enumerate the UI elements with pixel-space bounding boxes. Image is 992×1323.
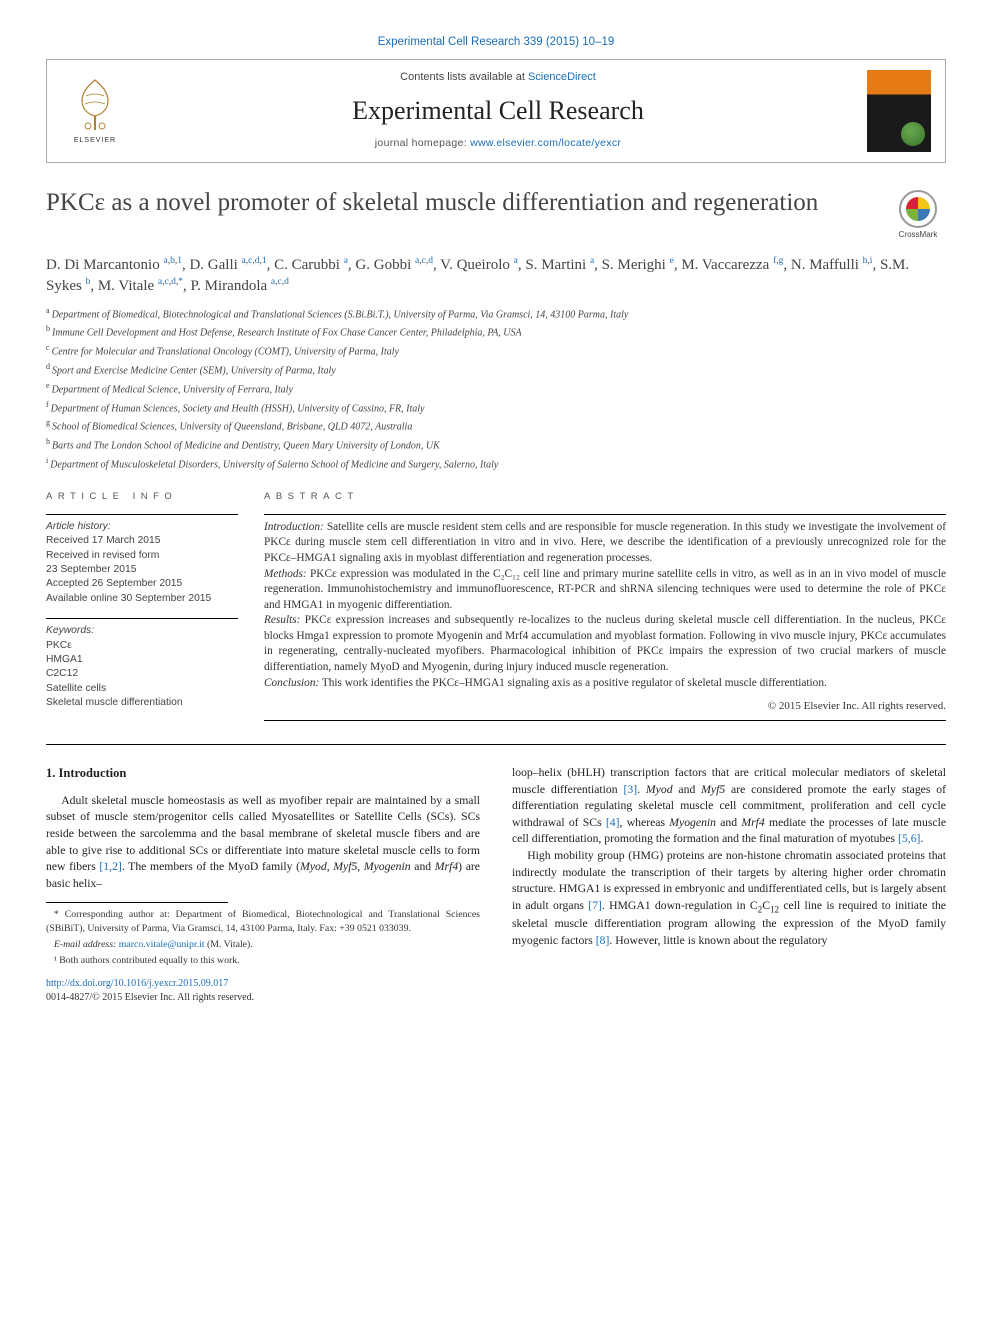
article-info-label: ARTICLE INFO bbox=[46, 491, 238, 504]
article-title: PKCε as a novel promoter of skeletal mus… bbox=[46, 189, 876, 218]
equal-contribution-note: ¹ Both authors contributed equally to th… bbox=[46, 954, 480, 968]
abstract-methods-lead: Methods: bbox=[264, 568, 307, 580]
corresponding-author-note: * Corresponding author at: Department of… bbox=[46, 908, 480, 935]
crossmark-badge[interactable]: CrossMark bbox=[890, 189, 946, 245]
affiliation-item: bImmune Cell Development and Host Defens… bbox=[46, 323, 946, 341]
email-note: E-mail address: marco.vitale@unipr.it (M… bbox=[46, 938, 480, 952]
abstract-copyright: © 2015 Elsevier Inc. All rights reserved… bbox=[264, 699, 946, 714]
doi-link[interactable]: http://dx.doi.org/10.1016/j.yexcr.2015.0… bbox=[46, 978, 228, 989]
abstract-text: Introduction: Satellite cells are muscle… bbox=[264, 520, 946, 691]
publisher-logo: ELSEVIER bbox=[61, 70, 129, 152]
affiliation-item: gSchool of Biomedical Sciences, Universi… bbox=[46, 417, 946, 435]
sciencedirect-link[interactable]: ScienceDirect bbox=[528, 71, 596, 83]
keyword-item: C2C12 bbox=[46, 667, 238, 681]
article-info-column: ARTICLE INFO Article history: Received 1… bbox=[46, 491, 264, 726]
keyword-item: Satellite cells bbox=[46, 682, 238, 696]
abstract-conclusion-lead: Conclusion: bbox=[264, 677, 319, 689]
history-line: 23 September 2015 bbox=[46, 563, 238, 577]
section-1-para-1: Adult skeletal muscle homeostasis as wel… bbox=[46, 793, 480, 893]
affiliation-item: hBarts and The London School of Medicine… bbox=[46, 436, 946, 454]
section-1-para-3: High mobility group (HMG) proteins are n… bbox=[512, 848, 946, 949]
crossmark-label: CrossMark bbox=[899, 230, 938, 241]
running-head: Experimental Cell Research 339 (2015) 10… bbox=[46, 32, 946, 51]
journal-header: ELSEVIER Contents lists available at Sci… bbox=[46, 59, 946, 163]
elsevier-tree-icon bbox=[68, 76, 122, 134]
keyword-item: Skeletal muscle differentiation bbox=[46, 696, 238, 710]
affiliation-item: cCentre for Molecular and Translational … bbox=[46, 342, 946, 360]
email-label: E-mail address: bbox=[54, 939, 119, 950]
running-head-link[interactable]: Experimental Cell Research 339 (2015) 10… bbox=[378, 36, 615, 48]
section-1-para-2: loop–helix (bHLH) transcription factors … bbox=[512, 765, 946, 848]
corresponding-email-link[interactable]: marco.vitale@unipr.it bbox=[119, 939, 205, 950]
history-line: Accepted 26 September 2015 bbox=[46, 577, 238, 591]
affiliation-list: aDepartment of Biomedical, Biotechnologi… bbox=[46, 305, 946, 473]
journal-name: Experimental Cell Research bbox=[129, 93, 867, 128]
journal-homepage: journal homepage: www.elsevier.com/locat… bbox=[129, 136, 867, 150]
affiliation-item: fDepartment of Human Sciences, Society a… bbox=[46, 399, 946, 417]
body-column-left: 1. Introduction Adult skeletal muscle ho… bbox=[46, 765, 480, 1006]
abstract-column: ABSTRACT Introduction: Satellite cells a… bbox=[264, 491, 946, 726]
publisher-name: ELSEVIER bbox=[74, 136, 116, 145]
abstract-results-lead: Results: bbox=[264, 614, 300, 626]
abstract-conclusion: This work identifies the PKCε–HMGA1 sign… bbox=[319, 677, 827, 689]
keyword-item: HMGA1 bbox=[46, 653, 238, 667]
footnotes: * Corresponding author at: Department of… bbox=[46, 902, 480, 967]
crossmark-icon bbox=[898, 189, 938, 229]
abstract-intro-lead: Introduction: bbox=[264, 521, 324, 533]
contents-prefix: Contents lists available at bbox=[400, 71, 528, 83]
issn-line: 0014-4827/© 2015 Elsevier Inc. All right… bbox=[46, 991, 480, 1005]
keyword-item: PKCε bbox=[46, 639, 238, 653]
contents-line: Contents lists available at ScienceDirec… bbox=[129, 70, 867, 85]
history-label: Article history: bbox=[46, 520, 238, 534]
affiliation-item: dSport and Exercise Medicine Center (SEM… bbox=[46, 361, 946, 379]
abstract-methods: PKCε expression was modulated in the C₂C… bbox=[264, 568, 946, 611]
body-column-right: loop–helix (bHLH) transcription factors … bbox=[512, 765, 946, 1006]
abstract-results: PKCε expression increases and subsequent… bbox=[264, 614, 946, 673]
journal-homepage-link[interactable]: www.elsevier.com/locate/yexcr bbox=[470, 137, 621, 149]
keywords-label: Keywords: bbox=[46, 624, 238, 638]
history-line: Available online 30 September 2015 bbox=[46, 592, 238, 606]
history-line: Received in revised form bbox=[46, 549, 238, 563]
homepage-prefix: journal homepage: bbox=[375, 137, 470, 149]
keywords-block: Keywords: PKCεHMGA1C2C12Satellite cellsS… bbox=[46, 624, 238, 710]
article-history: Article history: Received 17 March 2015R… bbox=[46, 520, 238, 606]
doi-line: http://dx.doi.org/10.1016/j.yexcr.2015.0… bbox=[46, 977, 480, 991]
abstract-intro: Satellite cells are muscle resident stem… bbox=[264, 521, 946, 564]
abstract-label: ABSTRACT bbox=[264, 491, 946, 504]
section-1-heading: 1. Introduction bbox=[46, 765, 480, 783]
email-who: (M. Vitale). bbox=[205, 939, 253, 950]
author-list: D. Di Marcantonio a,b,1, D. Galli a,c,d,… bbox=[46, 255, 946, 297]
affiliation-item: eDepartment of Medical Science, Universi… bbox=[46, 380, 946, 398]
journal-cover-thumb bbox=[867, 70, 931, 152]
history-line: Received 17 March 2015 bbox=[46, 534, 238, 548]
journal-header-center: Contents lists available at ScienceDirec… bbox=[129, 70, 867, 150]
affiliation-item: aDepartment of Biomedical, Biotechnologi… bbox=[46, 305, 946, 323]
affiliation-item: iDepartment of Musculoskeletal Disorders… bbox=[46, 455, 946, 473]
